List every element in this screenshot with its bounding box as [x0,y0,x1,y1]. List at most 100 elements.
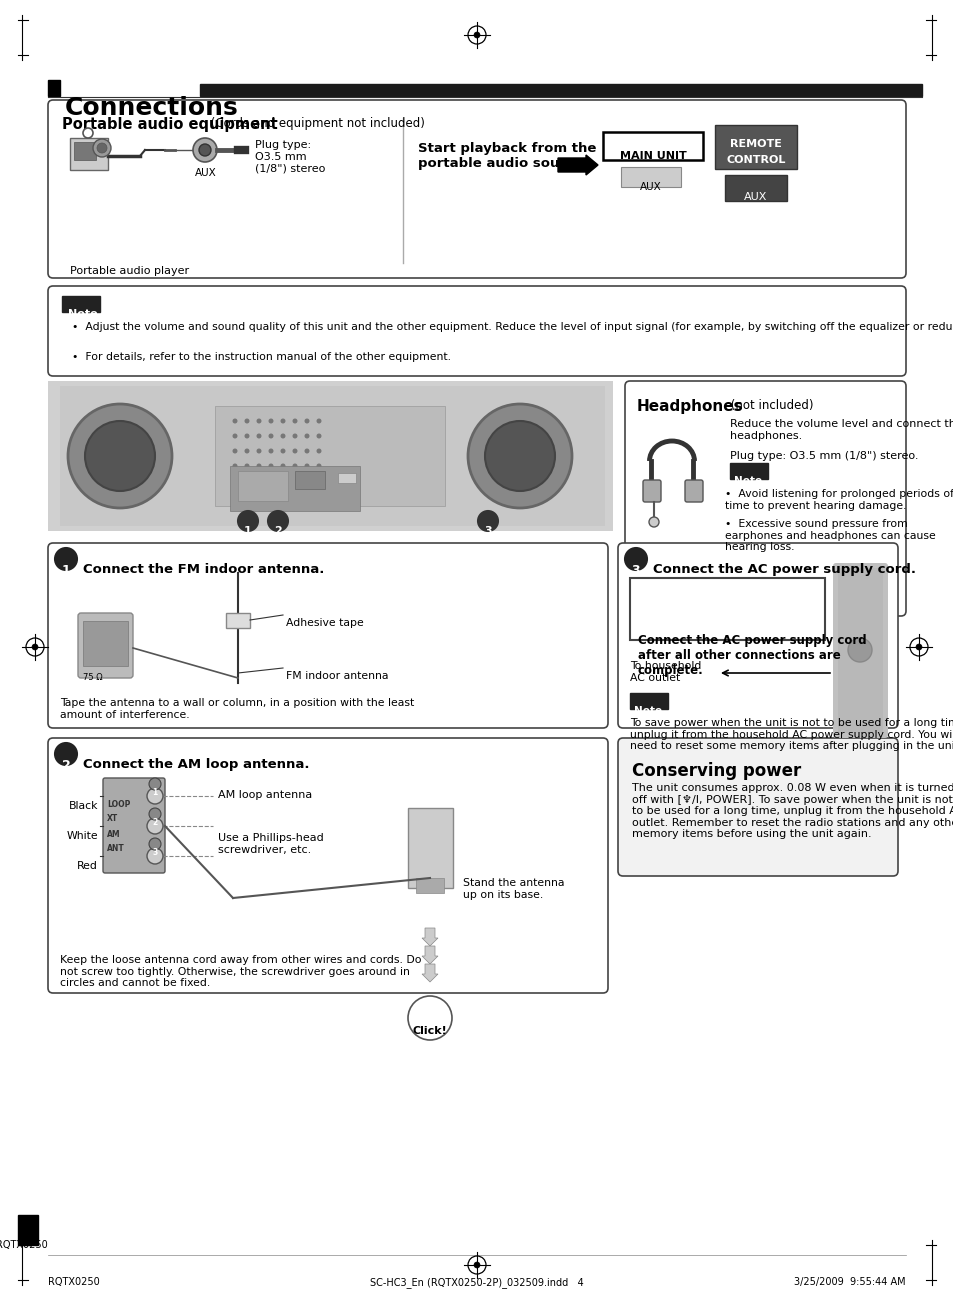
Bar [416,878,443,893]
Circle shape [474,1262,479,1268]
Text: 3/25/2009  9:55:44 AM: 3/25/2009 9:55:44 AM [794,1277,905,1287]
Circle shape [97,143,107,153]
Text: AUX: AUX [743,192,767,202]
FancyBboxPatch shape [48,286,905,376]
Bar [70,138,108,170]
Circle shape [147,788,163,803]
Circle shape [316,478,321,484]
Text: 2: 2 [274,526,281,536]
Circle shape [233,433,237,438]
Text: Click!: Click! [413,1026,447,1036]
Text: Plug type: O3.5 mm (1/8") stereo.: Plug type: O3.5 mm (1/8") stereo. [729,451,918,462]
Text: 3: 3 [484,526,492,536]
FancyBboxPatch shape [618,543,897,728]
Circle shape [244,448,250,454]
Text: •  For details, refer to the instruction manual of the other equipment.: • For details, refer to the instruction … [71,352,451,361]
Circle shape [268,419,274,424]
Text: Use a Phillips-head
screwdriver, etc.: Use a Phillips-head screwdriver, etc. [218,833,323,854]
Circle shape [293,419,297,424]
Bar [294,471,325,489]
Text: Tape the antenna to a wall or column, in a position with the least
amount of int: Tape the antenna to a wall or column, in… [60,698,414,720]
Text: AM: AM [107,829,120,838]
Text: (not included): (not included) [726,399,813,412]
Text: 75 Ω: 75 Ω [83,673,103,682]
FancyArrow shape [421,946,437,965]
Text: CONTROL: CONTROL [725,155,785,165]
Circle shape [316,433,321,438]
Text: ANT: ANT [107,844,125,853]
Circle shape [304,478,309,484]
Circle shape [484,421,555,491]
FancyBboxPatch shape [618,738,897,876]
Circle shape [149,777,161,790]
Bar [48,381,613,530]
Text: Note: Note [634,706,661,716]
Bar [230,465,359,511]
Text: Start playback from the
portable audio source.: Start playback from the portable audio s… [417,142,596,170]
Text: To save power when the unit is not to be used for a long time,
unplug it from th: To save power when the unit is not to be… [629,718,953,751]
Text: To household
AC outlet: To household AC outlet [629,660,700,682]
Circle shape [147,818,163,835]
Circle shape [280,464,285,468]
Text: LOOP: LOOP [107,800,131,809]
Bar [226,614,250,628]
Text: AM loop antenna: AM loop antenna [218,790,312,800]
Circle shape [280,433,285,438]
Text: Connect the AC power supply cord
after all other connections are
complete.: Connect the AC power supply cord after a… [638,634,865,677]
Text: Connections: Connections [65,96,238,120]
Text: Reduce the volume level and connect the
headphones.: Reduce the volume level and connect the … [729,419,953,441]
Circle shape [280,478,285,484]
Text: 2: 2 [62,759,71,772]
Text: MAIN UNIT: MAIN UNIT [619,151,685,161]
Text: 2: 2 [152,818,157,827]
Circle shape [256,419,261,424]
Text: 3: 3 [152,848,157,857]
Circle shape [648,517,659,526]
FancyBboxPatch shape [684,480,702,502]
Circle shape [477,511,497,530]
Bar [602,133,702,160]
Circle shape [85,421,154,491]
Circle shape [624,549,646,569]
Circle shape [915,644,921,650]
Circle shape [293,448,297,454]
Bar [237,471,288,500]
Text: Keep the loose antenna cord away from other wires and cords. Do
not screw too ti: Keep the loose antenna cord away from ot… [60,956,421,988]
Circle shape [244,419,250,424]
Text: RQTX0250: RQTX0250 [0,1240,48,1251]
Text: REMOTE: REMOTE [729,139,781,150]
Circle shape [92,139,111,157]
Circle shape [237,511,257,530]
Text: 1: 1 [244,526,252,536]
Circle shape [268,448,274,454]
Circle shape [256,433,261,438]
Bar [724,176,786,202]
Circle shape [316,464,321,468]
Circle shape [304,433,309,438]
Text: AUX: AUX [639,182,661,192]
Circle shape [474,32,479,38]
Circle shape [55,744,77,764]
Circle shape [293,478,297,484]
Circle shape [55,549,77,569]
FancyBboxPatch shape [48,738,607,993]
Text: FM indoor antenna: FM indoor antenna [286,671,388,681]
Bar [200,84,921,96]
Circle shape [233,419,237,424]
Text: Red: Red [77,861,98,871]
Text: Stand the antenna
up on its base.: Stand the antenna up on its base. [462,878,564,900]
Circle shape [293,464,297,468]
FancyBboxPatch shape [832,563,887,738]
Bar [729,463,767,478]
Circle shape [280,419,285,424]
Text: Portable audio player: Portable audio player [70,266,189,276]
Text: Connect the AM loop antenna.: Connect the AM loop antenna. [83,758,309,771]
Text: Note: Note [68,309,97,318]
Text: •  Excessive sound pressure from
earphones and headphones can cause
hearing loss: • Excessive sound pressure from earphone… [724,519,935,552]
Circle shape [244,464,250,468]
Text: Headphones: Headphones [637,399,742,413]
Bar [837,568,882,733]
FancyBboxPatch shape [48,543,607,728]
Text: Black: Black [69,801,98,811]
Circle shape [293,433,297,438]
